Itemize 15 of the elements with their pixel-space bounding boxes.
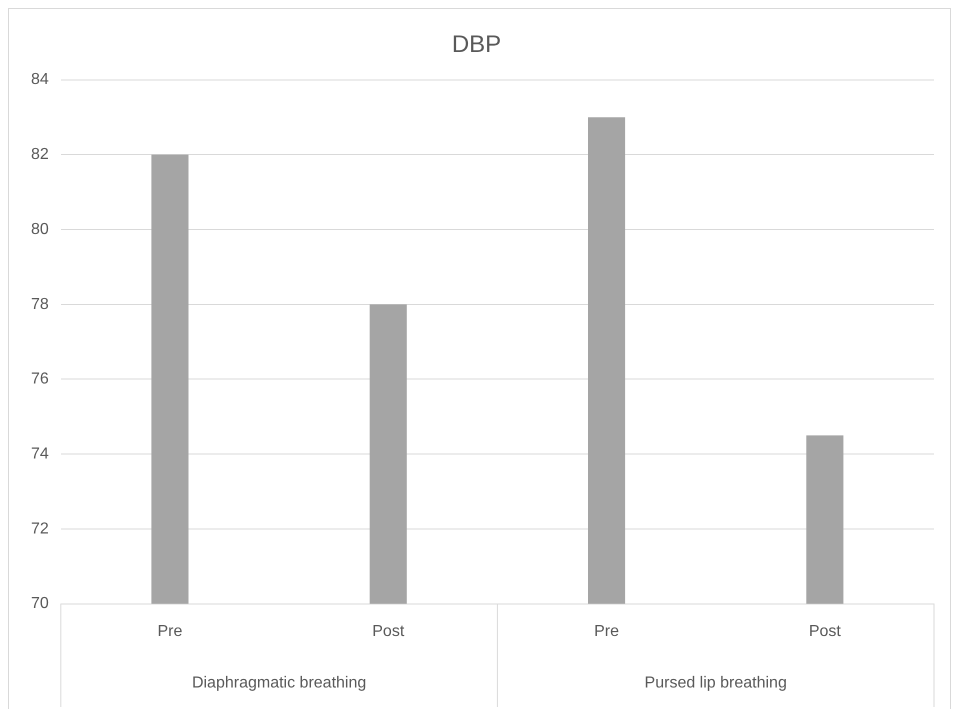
x-tick-label: Pre — [157, 622, 182, 640]
y-tick-label: 78 — [31, 296, 49, 313]
y-tick-label: 80 — [31, 220, 49, 238]
y-tick-label: 76 — [31, 370, 49, 388]
y-tick-label: 72 — [31, 520, 49, 538]
text: Pursed lip breathing — [644, 674, 787, 692]
chart-title: DBP — [452, 31, 502, 58]
x-tick-label: Post — [808, 622, 842, 640]
x-tick-label: Post — [372, 622, 405, 640]
y-tick-label: 70 — [31, 595, 49, 612]
y-tick-label: 82 — [31, 146, 49, 164]
text: Diaphragmatic breathing — [192, 674, 366, 692]
y-tick-label: 74 — [31, 445, 49, 462]
y-tick-label: 84 — [31, 71, 49, 88]
x-tick-label: Pre — [594, 622, 620, 640]
